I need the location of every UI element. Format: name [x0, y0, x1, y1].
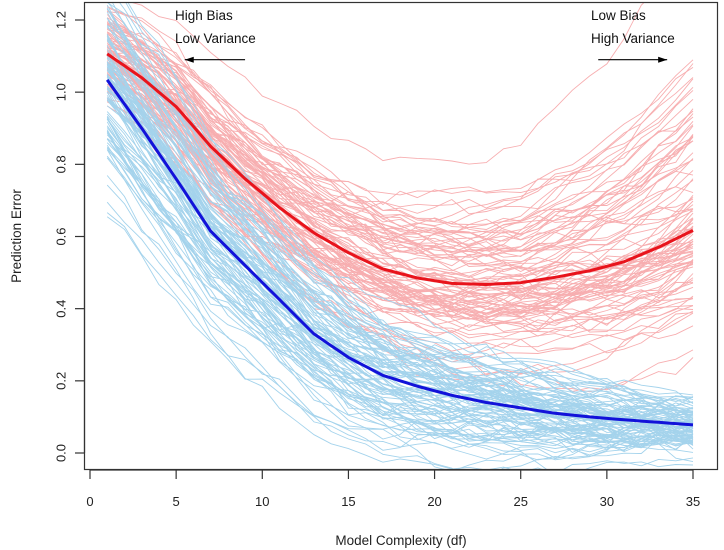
sample-curve — [106, 97, 694, 440]
y-tick-label: 0.4 — [53, 300, 68, 318]
x-axis: 0 5 10 15 20 25 30 35 — [86, 469, 700, 509]
sample-curve — [107, 49, 694, 278]
sample-curve — [106, 138, 694, 459]
sample-curve — [106, 17, 694, 230]
mean-curve-training — [105, 79, 694, 427]
sample-curve — [106, 55, 694, 306]
sample-curve — [106, 62, 694, 316]
sample-curve — [106, 18, 694, 432]
x-tick-label: 30 — [600, 494, 614, 509]
sample-curve — [119, 3, 694, 419]
sample-curve — [125, 3, 694, 422]
sample-curve — [106, 68, 694, 315]
sample-curve — [106, 72, 694, 322]
annotation-left-line: High Bias — [175, 8, 233, 23]
sample-curve — [106, 24, 694, 273]
y-tick-label: 0.6 — [53, 227, 68, 245]
y-axis-title: Prediction Error — [9, 189, 24, 283]
sample-curve — [106, 149, 694, 448]
sample-curve — [106, 212, 694, 469]
x-tick-label: 20 — [427, 494, 441, 509]
sample-curve — [106, 132, 694, 440]
sample-curve — [107, 47, 694, 274]
sample-curve — [106, 127, 694, 442]
sample-curve — [107, 6, 694, 206]
sample-curve — [106, 11, 694, 416]
sample-curve — [106, 145, 694, 452]
sample-curve — [106, 125, 694, 461]
sample-curve — [106, 97, 694, 363]
sample-curve — [106, 8, 694, 398]
y-tick-label: 1.2 — [53, 11, 68, 29]
sample-curve — [106, 17, 694, 235]
y-tick-label: 1.0 — [53, 83, 68, 101]
sample-curve — [106, 73, 694, 332]
sample-curve — [106, 147, 694, 439]
sample-curve — [106, 69, 694, 423]
sample-curve — [106, 35, 694, 249]
sample-curves — [106, 3, 694, 469]
sample-curve — [132, 3, 645, 165]
arrow-right-icon — [658, 56, 668, 63]
sample-curve — [106, 119, 694, 439]
sample-curve — [106, 42, 694, 278]
sample-curve — [106, 105, 694, 441]
x-axis-title: Model Complexity (df) — [335, 533, 466, 548]
annotation-right-line: High Variance — [591, 31, 675, 46]
sample-curve — [106, 216, 694, 469]
sample-curve — [127, 3, 694, 407]
sample-curve — [106, 99, 694, 440]
sample-curve — [106, 8, 694, 416]
sample-curve — [106, 130, 694, 443]
sample-curve — [106, 50, 694, 299]
annotations: High Bias Low Variance Low Bias High Varian… — [175, 8, 675, 63]
y-tick-label: 0.8 — [53, 155, 68, 173]
sample-curve — [106, 38, 694, 419]
mean-curve-test — [106, 52, 694, 286]
sample-curve — [106, 130, 694, 451]
sample-curve — [106, 25, 694, 406]
annotation-left-line: Low Variance — [175, 31, 256, 46]
sample-curve — [106, 73, 694, 310]
sample-curve — [106, 22, 694, 196]
annotation-right-line: Low Bias — [591, 8, 646, 23]
sample-curve — [106, 17, 694, 412]
x-tick-label: 15 — [341, 494, 355, 509]
x-tick-label: 5 — [173, 494, 180, 509]
y-axis: 0.0 0.2 0.4 0.6 0.8 1.0 1.2 — [53, 11, 86, 462]
y-tick-label: 0.2 — [53, 372, 68, 390]
sample-curve — [107, 6, 694, 222]
sample-curve — [107, 58, 694, 283]
arrow-left-icon — [184, 56, 194, 63]
y-tick-label: 0.0 — [53, 444, 68, 462]
sample-curve — [106, 54, 694, 308]
x-tick-label: 10 — [255, 494, 269, 509]
sample-curve — [106, 53, 694, 267]
sample-curve — [106, 89, 694, 427]
x-tick-label: 35 — [686, 494, 700, 509]
mean-curves — [105, 52, 694, 427]
x-tick-label: 0 — [86, 494, 93, 509]
sample-curve — [106, 157, 694, 469]
sample-curve — [106, 34, 694, 417]
x-tick-label: 25 — [513, 494, 527, 509]
sample-curve — [106, 184, 694, 460]
sample-curve — [106, 116, 694, 441]
sample-curve — [106, 201, 694, 451]
